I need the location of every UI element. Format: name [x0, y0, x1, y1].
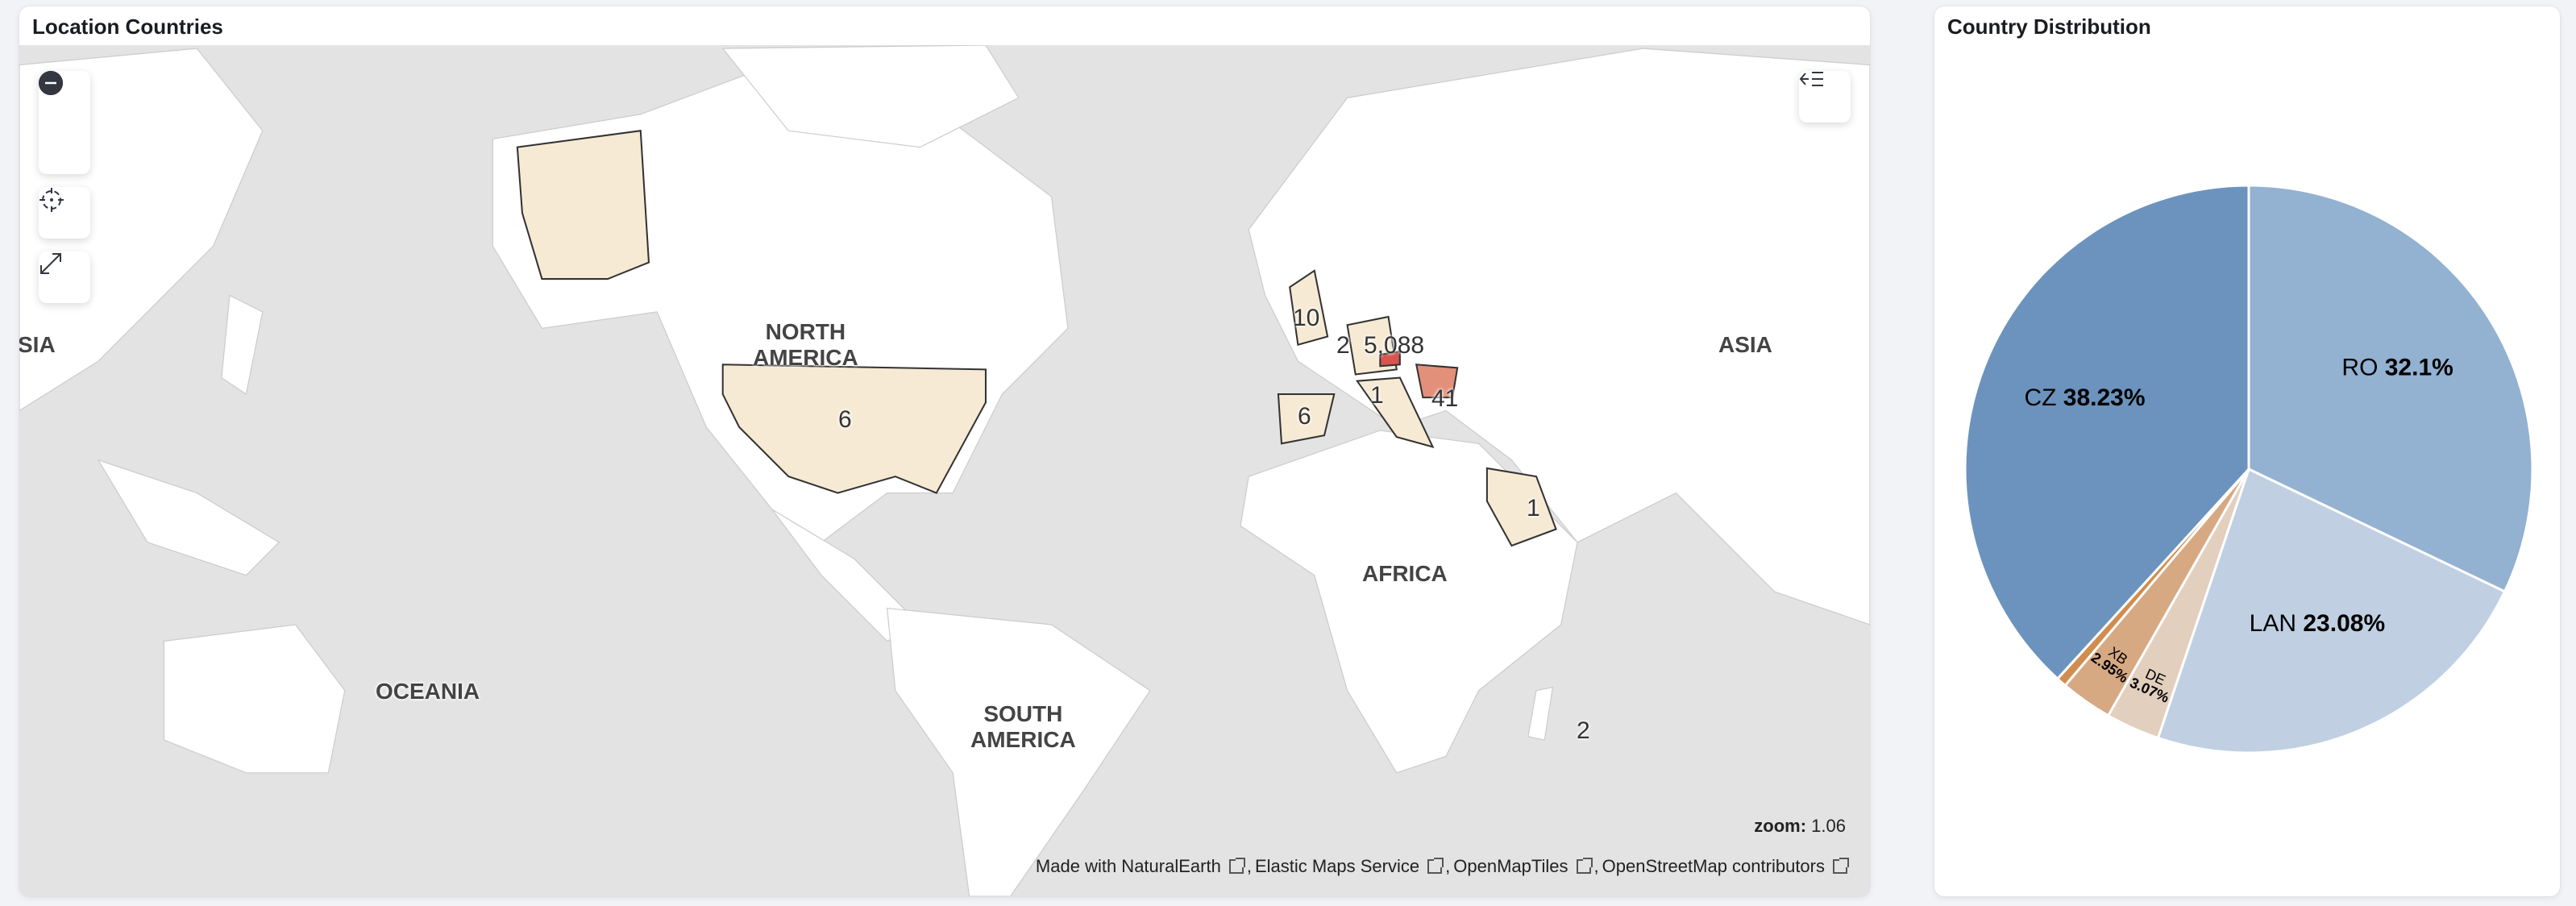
label-asia: ASIA [1718, 332, 1772, 357]
label-south-america: SOUTH AMERICA [970, 701, 1076, 753]
attribution-text: Elastic Maps Service [1254, 856, 1420, 876]
pie-panel: Country Distribution RO 32.1% LAN 23.08% D… [1934, 6, 2560, 896]
attribution: Made with NaturalEarth, Elastic Maps Ser… [1036, 856, 1851, 877]
attribution-link[interactable]: Made with NaturalEarth, [1035, 856, 1252, 876]
fullscreen-button[interactable] [39, 251, 90, 303]
count-spain: 6 [1298, 403, 1311, 430]
zoom-value: 1.06 [1811, 816, 1846, 836]
region-czechia [1379, 350, 1401, 368]
region-alaska [516, 130, 650, 281]
region-spain [1277, 393, 1336, 445]
land-se-asia [97, 459, 280, 576]
layer-list-icon [1799, 72, 1823, 86]
count-saudi-arabia: 1 [1527, 495, 1540, 522]
count-romania: 41 [1431, 385, 1459, 412]
count-czechia: 5,088 [1364, 332, 1425, 359]
attribution-text: Made with NaturalEarth [1035, 856, 1221, 876]
external-link-icon [1576, 858, 1593, 874]
pie-panel-title: Country Distribution [1947, 15, 2151, 39]
label-line: AMERICA [753, 345, 858, 370]
region-usa [721, 364, 987, 494]
label-asia-left: SIA [19, 332, 56, 357]
land-japan [221, 294, 264, 396]
zoom-controls [39, 71, 90, 174]
attribution-text: OpenMapTiles [1453, 856, 1568, 876]
pie-label-lan: LAN 23.08% [2250, 610, 2385, 637]
count-uk: 10 [1293, 305, 1320, 331]
land-australia [163, 624, 346, 774]
zoom-label: zoom: [1754, 816, 1807, 836]
count-italy: 1 [1370, 382, 1384, 409]
land-madagascar [1527, 686, 1554, 741]
external-link-icon [1427, 858, 1444, 874]
count-france: 2 [1336, 332, 1350, 359]
pie-label-cz: CZ 38.23% [2024, 384, 2145, 411]
pie-slice-cz[interactable] [1963, 184, 2250, 681]
land-greenland [721, 45, 1020, 148]
label-africa: AFRICA [1362, 561, 1448, 586]
map-panel-title: Location Countries [32, 15, 223, 39]
attribution-link[interactable]: OpenStreetMap contributors [1602, 856, 1851, 877]
attribution-link[interactable]: Elastic Maps Service, [1254, 856, 1451, 876]
region-italy [1355, 376, 1435, 448]
count-madagascar: 2 [1577, 717, 1590, 744]
layer-control-button[interactable] [1799, 71, 1851, 123]
label-oceania: OCEANIA [376, 679, 480, 704]
pie-label-ro: RO 32.1% [2341, 355, 2453, 381]
map-panel: Location Countries NORTH AMERIC [19, 6, 1870, 896]
expand-icon [40, 253, 61, 274]
label-line: NORTH [765, 319, 846, 344]
region-uk [1289, 269, 1329, 347]
pie-slice-ro[interactable] [2247, 184, 2534, 593]
region-romania [1415, 364, 1459, 399]
land-north-america [492, 64, 1069, 543]
pie-chart: RO 32.1%LAN 23.08%DE3.07%XB2.95%CZ 38.23… [1963, 184, 2534, 754]
map-geometry [19, 45, 1870, 896]
label-line: AMERICA [970, 727, 1076, 752]
label-north-america: NORTH AMERICA [753, 319, 858, 371]
count-usa: 6 [838, 406, 852, 433]
region-saudi-arabia [1485, 467, 1557, 547]
crosshair-icon [39, 188, 64, 212]
locate-button[interactable] [39, 187, 90, 239]
world-map[interactable]: NORTH AMERICA ASIA SIA AFRICA OCEANIA SOU… [19, 45, 1870, 896]
zoom-readout: zoom: 1.06 [1754, 816, 1846, 837]
land-africa [1240, 430, 1578, 774]
label-line: SOUTH [983, 701, 1063, 726]
external-link-icon [1228, 858, 1245, 874]
attribution-text: OpenStreetMap contributors [1602, 856, 1825, 876]
attribution-link[interactable]: OpenMapTiles, [1453, 856, 1599, 876]
external-link-icon [1833, 858, 1849, 874]
minus-circle-icon[interactable] [39, 71, 63, 95]
pie-slice-lan[interactable] [2156, 467, 2507, 754]
